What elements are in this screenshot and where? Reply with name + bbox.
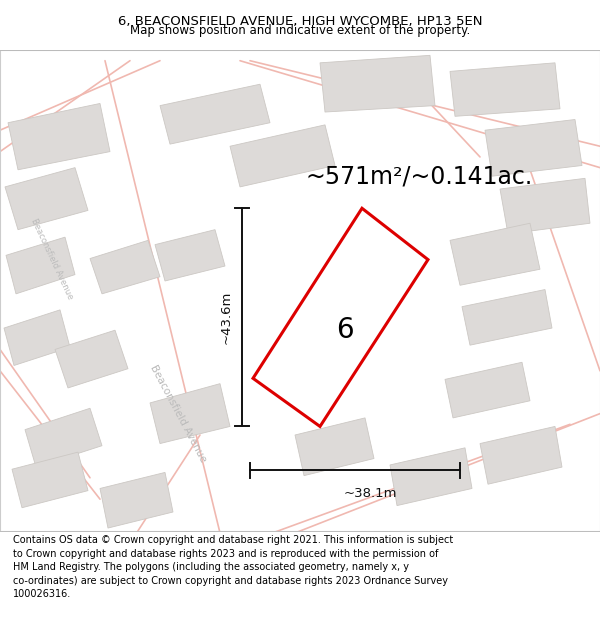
Polygon shape xyxy=(155,229,225,281)
Text: 6: 6 xyxy=(336,316,354,344)
Text: Beaconsfield Avenue: Beaconsfield Avenue xyxy=(148,363,208,464)
Polygon shape xyxy=(55,330,128,388)
Polygon shape xyxy=(230,125,335,187)
Polygon shape xyxy=(5,168,88,229)
Text: ~571m²/~0.141ac.: ~571m²/~0.141ac. xyxy=(305,164,532,188)
Polygon shape xyxy=(150,384,230,444)
Polygon shape xyxy=(320,56,435,112)
Polygon shape xyxy=(253,208,428,426)
Polygon shape xyxy=(462,289,552,345)
Polygon shape xyxy=(450,63,560,116)
Polygon shape xyxy=(90,241,160,294)
Polygon shape xyxy=(8,104,110,170)
Text: 6, BEACONSFIELD AVENUE, HIGH WYCOMBE, HP13 5EN: 6, BEACONSFIELD AVENUE, HIGH WYCOMBE, HP… xyxy=(118,15,482,28)
Text: Map shows position and indicative extent of the property.: Map shows position and indicative extent… xyxy=(130,24,470,37)
Text: ~43.6m: ~43.6m xyxy=(220,291,233,344)
Text: Contains OS data © Crown copyright and database right 2021. This information is : Contains OS data © Crown copyright and d… xyxy=(13,535,454,599)
Polygon shape xyxy=(160,84,270,144)
Text: ~38.1m: ~38.1m xyxy=(343,488,397,501)
Polygon shape xyxy=(445,362,530,418)
Text: Beaconsfield Avenue: Beaconsfield Avenue xyxy=(29,217,75,301)
Polygon shape xyxy=(295,418,374,476)
Polygon shape xyxy=(25,408,102,467)
Polygon shape xyxy=(12,452,88,508)
Polygon shape xyxy=(450,223,540,285)
Polygon shape xyxy=(100,472,173,528)
Polygon shape xyxy=(390,448,472,506)
Polygon shape xyxy=(480,426,562,484)
Polygon shape xyxy=(6,237,75,294)
Polygon shape xyxy=(4,310,70,366)
Polygon shape xyxy=(500,178,590,234)
Polygon shape xyxy=(485,119,582,176)
